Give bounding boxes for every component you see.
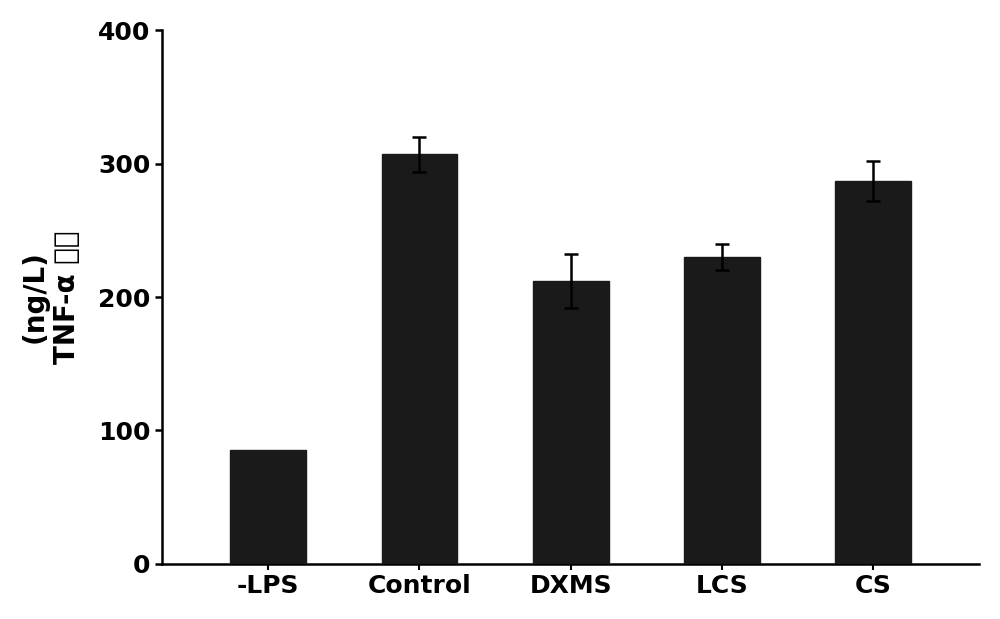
Bar: [835, 181, 911, 564]
Bar: [230, 451, 306, 564]
Y-axis label: (ng/L)
TNF-α 水平: (ng/L) TNF-α 水平: [21, 230, 81, 364]
Bar: [533, 281, 609, 564]
Bar: [382, 154, 457, 564]
Bar: [684, 257, 760, 564]
